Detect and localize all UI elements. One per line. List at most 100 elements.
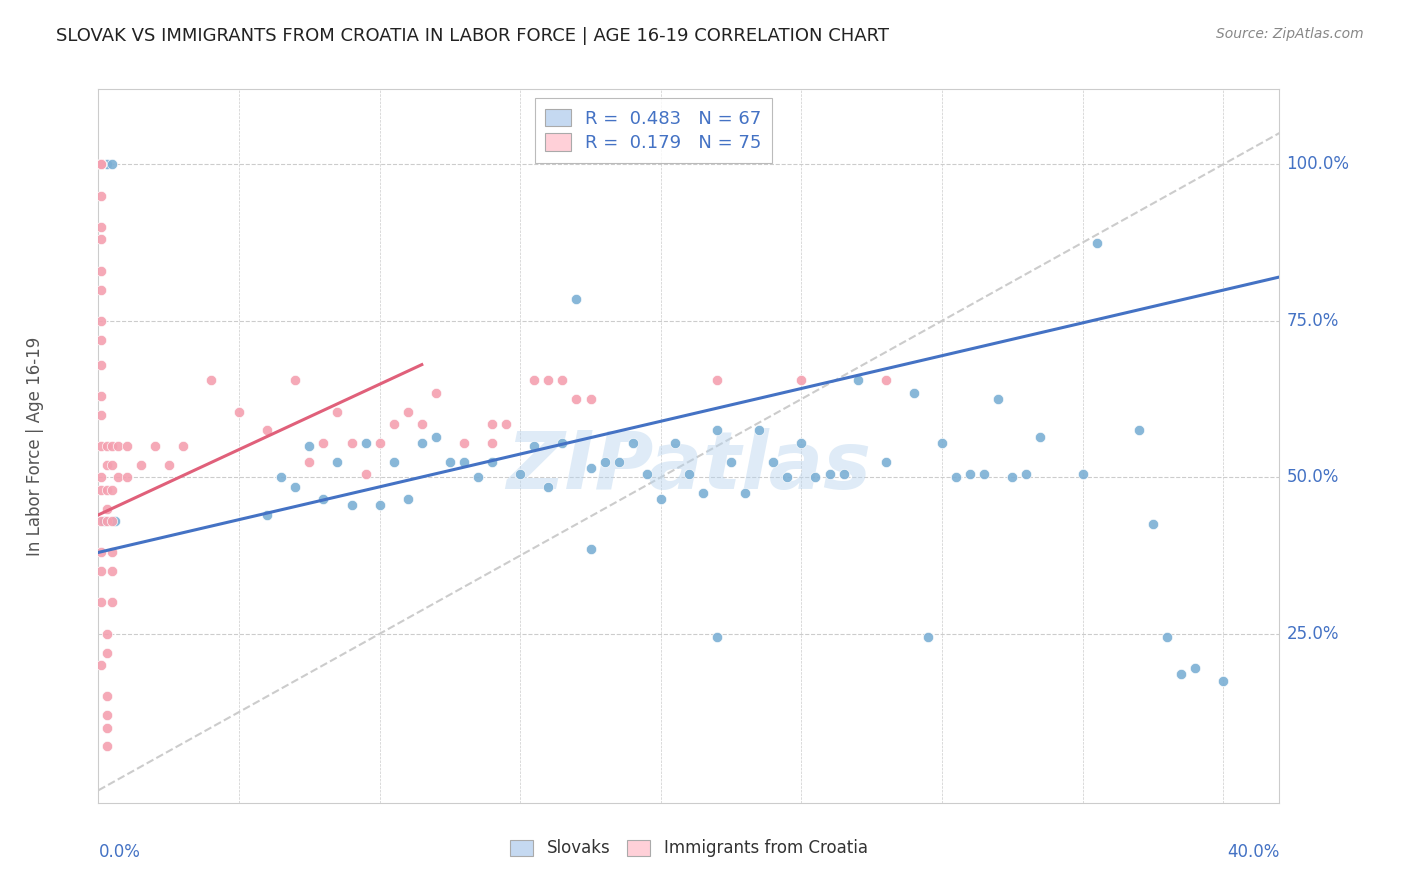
Point bbox=[382, 417, 405, 431]
Point bbox=[90, 408, 112, 422]
Point bbox=[90, 483, 112, 497]
Point bbox=[90, 157, 112, 171]
Point bbox=[537, 373, 560, 387]
Point bbox=[96, 690, 118, 704]
Point bbox=[129, 458, 152, 472]
Point bbox=[96, 646, 118, 660]
Point bbox=[748, 423, 770, 437]
Text: Source: ZipAtlas.com: Source: ZipAtlas.com bbox=[1216, 27, 1364, 41]
Point bbox=[467, 470, 489, 484]
Point bbox=[284, 480, 307, 494]
Point bbox=[706, 630, 728, 644]
Point bbox=[495, 417, 517, 431]
Legend: Slovaks, Immigrants from Croatia: Slovaks, Immigrants from Croatia bbox=[502, 831, 876, 866]
Point bbox=[565, 392, 588, 406]
Point bbox=[256, 423, 278, 437]
Point bbox=[101, 564, 124, 578]
Point bbox=[1212, 673, 1234, 688]
Point bbox=[270, 470, 292, 484]
Point bbox=[90, 283, 112, 297]
Point bbox=[903, 385, 925, 400]
Point bbox=[931, 435, 953, 450]
Point bbox=[607, 455, 630, 469]
Text: 75.0%: 75.0% bbox=[1286, 312, 1339, 330]
Point bbox=[1142, 517, 1164, 532]
Point bbox=[96, 483, 118, 497]
Point bbox=[734, 486, 756, 500]
Point bbox=[481, 417, 503, 431]
Point bbox=[90, 157, 112, 171]
Point bbox=[917, 630, 939, 644]
Point bbox=[90, 514, 112, 528]
Point bbox=[706, 373, 728, 387]
Point bbox=[846, 373, 869, 387]
Point bbox=[368, 435, 391, 450]
Point bbox=[776, 470, 799, 484]
Point bbox=[90, 358, 112, 372]
Text: 100.0%: 100.0% bbox=[1286, 155, 1350, 173]
Point bbox=[96, 514, 118, 528]
Point bbox=[298, 455, 321, 469]
Point bbox=[509, 467, 531, 482]
Point bbox=[90, 564, 112, 578]
Point bbox=[93, 514, 115, 528]
Point bbox=[537, 480, 560, 494]
Point bbox=[101, 514, 124, 528]
Point bbox=[664, 435, 686, 450]
Point bbox=[312, 492, 335, 507]
Point bbox=[90, 470, 112, 484]
Point bbox=[96, 708, 118, 723]
Point bbox=[790, 373, 813, 387]
Point bbox=[90, 389, 112, 403]
Point bbox=[90, 314, 112, 328]
Point bbox=[1001, 470, 1024, 484]
Point bbox=[101, 439, 124, 453]
Point bbox=[312, 435, 335, 450]
Point bbox=[101, 595, 124, 609]
Point bbox=[551, 435, 574, 450]
Point bbox=[1156, 630, 1178, 644]
Point bbox=[256, 508, 278, 522]
Text: 0.0%: 0.0% bbox=[98, 843, 141, 861]
Point bbox=[96, 627, 118, 641]
Point bbox=[115, 470, 138, 484]
Point bbox=[90, 219, 112, 234]
Point bbox=[579, 461, 602, 475]
Point bbox=[818, 467, 841, 482]
Point bbox=[90, 333, 112, 347]
Point bbox=[90, 157, 112, 171]
Point bbox=[90, 157, 112, 171]
Point bbox=[101, 545, 124, 559]
Point bbox=[804, 470, 827, 484]
Point bbox=[90, 595, 112, 609]
Point bbox=[1170, 667, 1192, 681]
Point bbox=[368, 499, 391, 513]
Point bbox=[832, 467, 855, 482]
Point bbox=[453, 435, 475, 450]
Point bbox=[425, 429, 447, 443]
Point bbox=[101, 483, 124, 497]
Point bbox=[1015, 467, 1038, 482]
Point bbox=[1071, 467, 1094, 482]
Point bbox=[650, 492, 672, 507]
Point bbox=[96, 458, 118, 472]
Point bbox=[411, 435, 433, 450]
Point bbox=[706, 423, 728, 437]
Point bbox=[453, 455, 475, 469]
Point bbox=[284, 373, 307, 387]
Point bbox=[987, 392, 1010, 406]
Point bbox=[1184, 661, 1206, 675]
Point bbox=[396, 404, 419, 418]
Text: SLOVAK VS IMMIGRANTS FROM CROATIA IN LABOR FORCE | AGE 16-19 CORRELATION CHART: SLOVAK VS IMMIGRANTS FROM CROATIA IN LAB… bbox=[56, 27, 889, 45]
Point bbox=[382, 455, 405, 469]
Point bbox=[326, 455, 349, 469]
Point bbox=[1029, 429, 1052, 443]
Point bbox=[692, 486, 714, 500]
Point bbox=[579, 542, 602, 557]
Point bbox=[945, 470, 967, 484]
Point bbox=[425, 385, 447, 400]
Point bbox=[354, 467, 377, 482]
Point bbox=[228, 404, 250, 418]
Point bbox=[143, 439, 166, 453]
Point bbox=[115, 439, 138, 453]
